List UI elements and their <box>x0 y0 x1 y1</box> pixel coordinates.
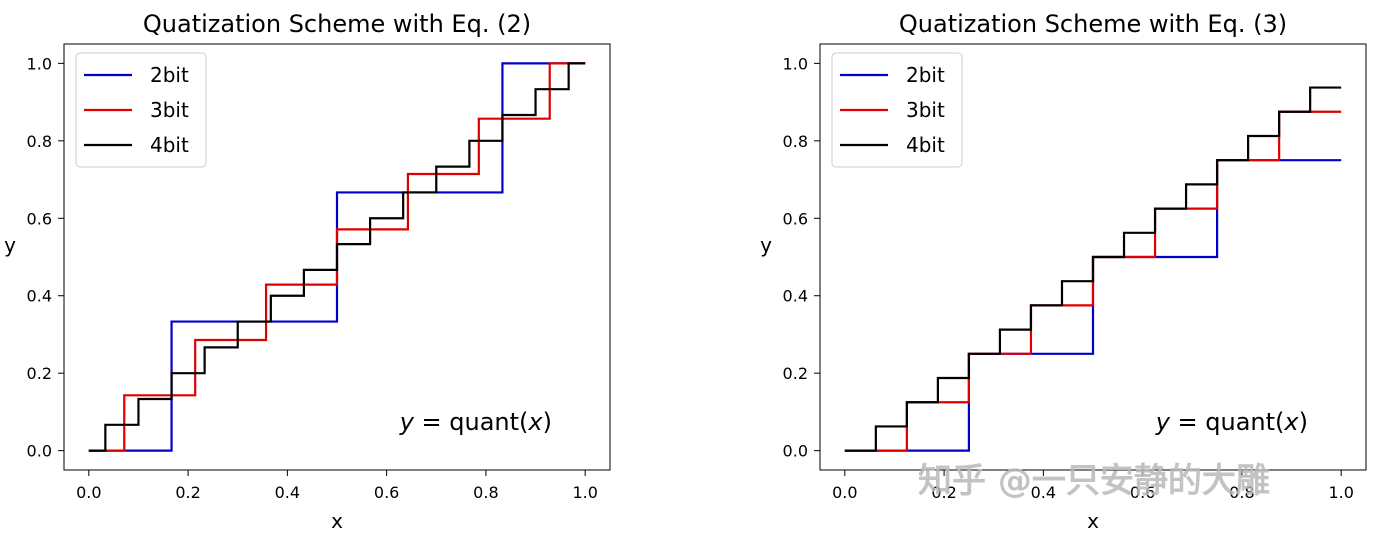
legend-label-2bit: 2bit <box>906 63 945 87</box>
x-tick-label: 0.0 <box>832 483 857 502</box>
legend-label-2bit: 2bit <box>150 63 189 87</box>
annotation-close: ) <box>1299 408 1308 436</box>
y-tick-label: 0.2 <box>783 364 808 383</box>
y-tick-label: 0.4 <box>783 287 808 306</box>
x-tick-label: 0.2 <box>175 483 200 502</box>
annotation: y = quant(x) <box>399 408 552 436</box>
x-tick-label: 0.8 <box>1229 483 1254 502</box>
legend-box <box>75 52 207 168</box>
legend-label-3bit: 3bit <box>150 98 189 122</box>
legend-label-4bit: 4bit <box>150 133 189 157</box>
y-tick-label: 0.8 <box>783 132 808 151</box>
annotation-eq: = quant( <box>1170 408 1285 436</box>
y-tick-label: 0.6 <box>27 209 52 228</box>
x-tick-label: 0.8 <box>473 483 498 502</box>
y-axis-label: y <box>4 233 16 257</box>
y-tick-label: 0.2 <box>27 364 52 383</box>
legend: 2bit 3bit 4bit <box>831 52 963 168</box>
series-line-4bit <box>844 86 1342 452</box>
y-tick-label: 1.0 <box>783 54 808 73</box>
annotation-arg: x <box>527 408 543 436</box>
annotation: y = quant(x) <box>1155 408 1308 436</box>
x-tick-label: 0.6 <box>1130 483 1155 502</box>
series-line-4bit <box>88 62 586 452</box>
annotation-close: ) <box>543 408 552 436</box>
legend: 2bit 3bit 4bit <box>75 52 207 168</box>
x-tick-label: 1.0 <box>572 483 597 502</box>
watermark: 知乎 @一只安静的大雕 <box>918 461 1270 501</box>
x-axis-label: x <box>331 509 343 533</box>
x-tick-label: 0.4 <box>275 483 300 502</box>
y-tick-label: 0.0 <box>783 442 808 461</box>
chart-title: Quatization Scheme with Eq. (2) <box>143 10 531 38</box>
annotation-var: y <box>1155 408 1171 436</box>
chart-2: Quatization Scheme with Eq. (3) 0.0 0.2 0.4… <box>760 10 1367 533</box>
x-axis-label: x <box>1087 509 1099 533</box>
legend-label-3bit: 3bit <box>906 98 945 122</box>
y-tick-label: 0.0 <box>27 442 52 461</box>
annotation-arg: x <box>1283 408 1299 436</box>
x-tick-label: 1.0 <box>1328 483 1353 502</box>
annotation-eq: = quant( <box>414 408 529 436</box>
axes-frame <box>63 43 611 471</box>
chart-1: Quatization Scheme with Eq. (2) 0.0 0.2 0.4… <box>4 10 611 533</box>
x-tick-label: 0.2 <box>931 483 956 502</box>
y-tick-label: 0.4 <box>27 287 52 306</box>
y-tick-label: 0.6 <box>783 209 808 228</box>
legend-box <box>831 52 963 168</box>
chart-title: Quatization Scheme with Eq. (3) <box>899 10 1287 38</box>
legend-label-4bit: 4bit <box>906 133 945 157</box>
axes-frame <box>819 43 1367 471</box>
y-tick-label: 0.8 <box>27 132 52 151</box>
annotation-var: y <box>399 408 415 436</box>
x-tick-label: 0.0 <box>76 483 101 502</box>
x-tick-label: 0.6 <box>374 483 399 502</box>
y-axis-label: y <box>760 233 772 257</box>
x-tick-label: 0.4 <box>1031 483 1056 502</box>
y-tick-label: 1.0 <box>27 54 52 73</box>
